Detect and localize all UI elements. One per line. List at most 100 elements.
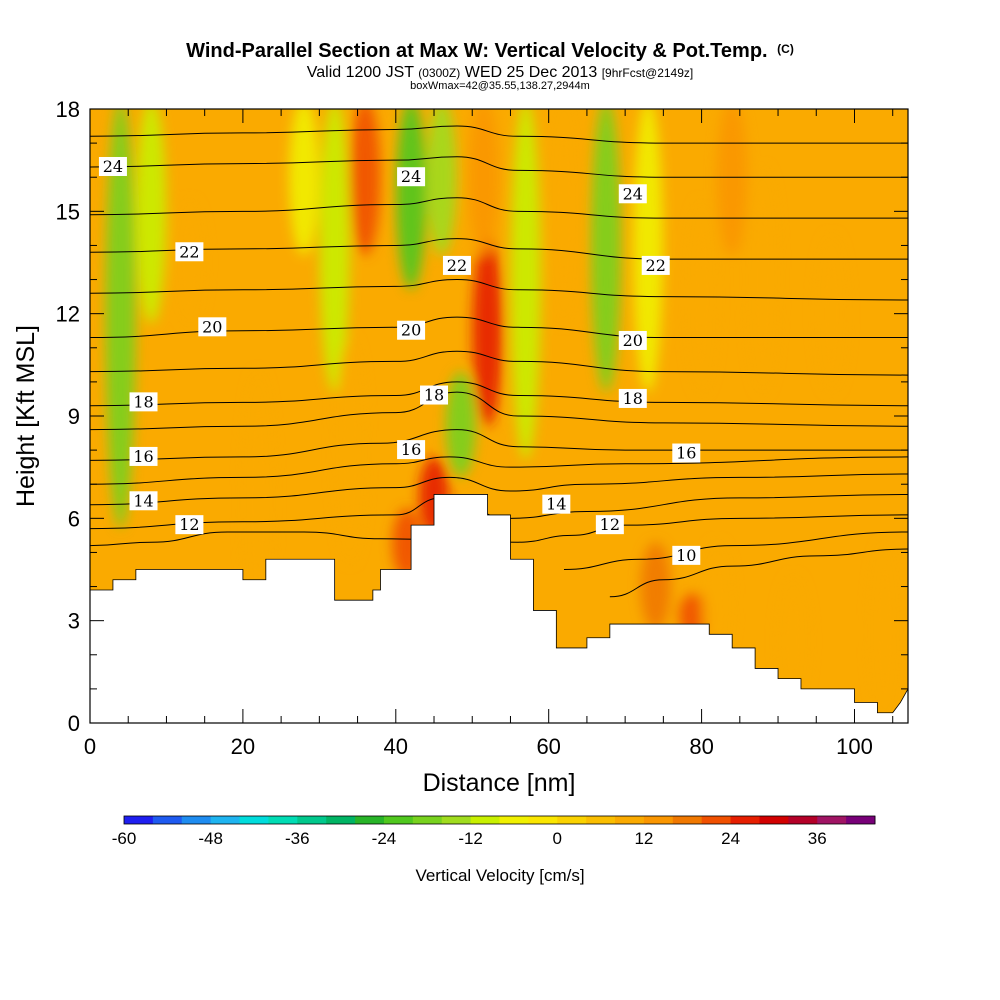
colorbar-bin [412,816,443,824]
contour-label: 20 [401,321,421,340]
colorbar-tick-label: -24 [372,829,397,848]
contour-label-box [129,446,158,466]
x-tick-label: 0 [84,734,96,759]
contour-label-box [175,515,204,535]
contour-label: 12 [179,515,199,534]
colorbar-tick-label: -48 [198,829,223,848]
contour-labels: 10 12 12 14 14 16 16 16 18 18 18 20 20 20 22 22 22 24 24 24 [98,156,701,565]
theta-contour-line [90,456,908,485]
plot-area: 10 12 12 14 14 16 16 16 18 18 18 20 20 20 22 22 22 24 24 24 [90,109,908,723]
colorbar: -60 -48 -36 -24 -12 0 12 24 36 [112,815,876,848]
colorbar-tick-label: -36 [285,829,310,848]
contour-label-box [672,545,701,565]
colorbar-bin [297,816,327,824]
chart-title: Wind-Parallel Section at Max W: Vertical… [186,40,794,62]
contour-label: 22 [179,242,199,261]
contour-label-box [420,385,449,405]
contour-label: 22 [447,256,467,275]
contour-label: 14 [546,495,566,514]
contour-label-box [397,320,426,340]
colorbar-bin [846,816,876,824]
velocity-feature [289,109,320,256]
velocity-feature [426,109,457,256]
colorbar-bin [615,816,645,824]
contour-label: 24 [623,184,643,203]
contour-label-box [641,255,670,275]
contour-label-box [595,515,624,535]
colorbar-bin [672,816,703,824]
velocity-feature [472,235,503,426]
colorbar-bin [499,816,529,824]
y-axis: 0 3 6 9 12 15 18 [56,97,908,736]
colorbar-tick-label: -12 [458,829,483,848]
x-axis-label: Distance [nm] [423,769,576,797]
contour-label: 22 [646,256,666,275]
contour-label: 16 [133,447,153,466]
colorbar-bin [788,816,818,824]
theta-contour-line [90,279,908,301]
chart-subtitle-box: boxWmax=42@35.55,138.27,2944m [410,80,590,92]
y-tick-label: 12 [56,302,80,327]
chart-subtitle: Valid 1200 JST (0300Z) WED 25 Dec 2013 [… [307,64,694,81]
velocity-feature [640,542,671,631]
contour-label: 14 [133,491,153,510]
velocity-feature [816,235,847,392]
x-tick-label: 100 [836,734,873,759]
x-tick-label: 60 [536,734,560,759]
x-tick-label: 20 [231,734,255,759]
contour-label: 16 [676,444,696,463]
y-tick-label: 6 [68,506,80,531]
theta-contour-line [90,350,908,376]
x-tick-label: 80 [689,734,713,759]
colorbar-bin [239,816,269,824]
y-tick-label: 18 [56,97,80,122]
contour-label-box [618,330,647,350]
y-tick-label: 0 [68,711,80,736]
y-tick-label: 9 [68,404,80,429]
contour-label-box [175,242,204,262]
y-tick-label: 15 [56,199,80,224]
theta-contour-line [90,473,908,506]
subtitle-forecast: [9hrFcst@2149z] [602,66,694,80]
theta-contour-line [90,156,908,178]
colorbar-bin [441,816,472,824]
contour-label: 16 [401,440,421,459]
velocity-feature [396,109,427,290]
velocity-feature [548,109,579,324]
velocity-feature [136,109,167,324]
subtitle-date: WED 25 Dec 2013 [465,64,598,81]
colorbar-bin [528,816,558,824]
contour-label: 18 [623,389,643,408]
colorbar-bin [181,816,212,824]
contour-label: 12 [600,515,620,534]
colorbar-bin [701,816,732,824]
colorbar-frame [123,815,876,825]
contour-label: 24 [401,167,421,186]
contour-label-box [618,388,647,408]
velocity-feature [445,371,476,478]
colorbar-bin [817,816,847,824]
colorbar-bin [124,816,154,824]
velocity-feature [319,109,350,392]
theta-contour-line [90,316,908,339]
colorbar-tick-label: -60 [112,829,137,848]
velocity-feature [105,109,136,529]
velocity-feature [633,109,664,392]
contour-label-box [198,317,227,337]
colorbar-bin [152,816,183,824]
contour-label-box [397,167,426,187]
contour-label: 10 [676,546,696,565]
velocity-feature [174,201,205,324]
velocity-feature [778,576,809,706]
contour-label: 18 [133,392,153,411]
theta-contour-line [90,197,908,219]
colorbar-bin [355,816,385,824]
chart-title-text: Wind-Parallel Section at Max W: Vertical… [186,40,767,62]
colorbar-label: Vertical Velocity [cm/s] [415,866,584,885]
theta-contour-line [90,238,908,260]
contour-label: 24 [103,157,123,176]
velocity-feature [468,109,499,256]
velocity-feature [747,167,778,392]
colorbar-bin [586,816,616,824]
